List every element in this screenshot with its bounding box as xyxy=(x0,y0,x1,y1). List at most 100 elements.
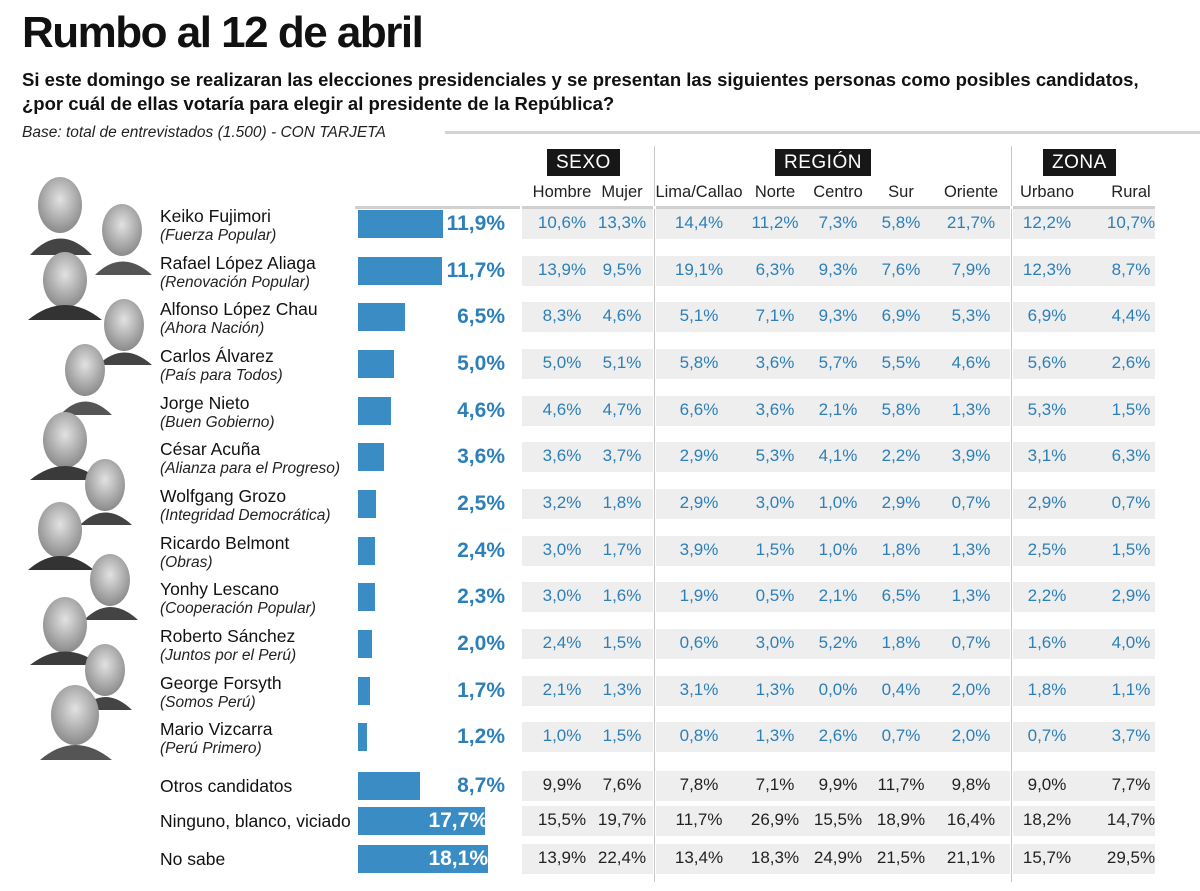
breakdown-cell: 3,9% xyxy=(679,540,719,559)
candidate-party: (Cooperación Popular) xyxy=(160,600,316,617)
breakdown-cell: 5,1% xyxy=(602,353,642,372)
candidate-party: (Alianza para el Progreso) xyxy=(160,460,341,477)
breakdown-cell: 12,3% xyxy=(1022,260,1072,279)
row-band xyxy=(656,396,1010,426)
breakdown-cell: 5,8% xyxy=(881,400,921,419)
bar xyxy=(358,723,367,751)
bar xyxy=(358,772,420,800)
breakdown-cell: 2,6% xyxy=(818,726,858,745)
bar xyxy=(358,257,442,285)
breakdown-cell: 1,3% xyxy=(951,540,991,559)
bar xyxy=(358,303,405,331)
row-band xyxy=(656,844,1010,874)
breakdown-cell: 1,5% xyxy=(602,633,642,652)
breakdown-cell: 0,7% xyxy=(881,726,921,745)
breakdown-cell: 7,8% xyxy=(679,775,719,794)
row-band xyxy=(1013,489,1155,519)
candidate-name: Keiko Fujimori xyxy=(160,206,271,226)
breakdown-cell: 4,4% xyxy=(1111,306,1151,325)
bar xyxy=(358,807,485,835)
group-label-sexo: SEXO xyxy=(547,149,620,176)
breakdown-cell: 3,6% xyxy=(755,400,795,419)
breakdown-cell: 9,3% xyxy=(818,260,858,279)
breakdown-cell: 3,0% xyxy=(755,493,795,512)
value-label: 3,6% xyxy=(457,445,505,468)
breakdown-cell: 12,2% xyxy=(1022,213,1072,232)
breakdown-cell: 1,5% xyxy=(1111,540,1151,559)
bar xyxy=(358,677,370,705)
breakdown-cell: 4,6% xyxy=(602,306,642,325)
band-gap xyxy=(520,206,522,209)
band-gap xyxy=(653,206,656,209)
breakdown-cell: 16,4% xyxy=(946,810,996,829)
row-band xyxy=(1013,256,1155,286)
breakdown-cell: 2,2% xyxy=(881,446,921,465)
breakdown-cell: 3,0% xyxy=(542,586,582,605)
candidate-photo xyxy=(95,204,152,275)
breakdown-cell: 5,8% xyxy=(881,213,921,232)
breakdown-cell: 9,8% xyxy=(951,775,991,794)
row-band xyxy=(656,442,1010,472)
header-rule xyxy=(445,131,1200,134)
candidate-name: Rafael López Aliaga xyxy=(160,253,316,273)
breakdown-cell: 2,9% xyxy=(1111,586,1151,605)
value-label: 5,0% xyxy=(457,352,505,375)
breakdown-cell: 0,7% xyxy=(951,633,991,652)
breakdown-cell: 21,7% xyxy=(946,213,996,232)
group-label-region: REGIÓN xyxy=(775,149,871,176)
candidate-name: Ricardo Belmont xyxy=(160,533,290,553)
breakdown-cell: 1,8% xyxy=(602,493,642,512)
breakdown-cell: 5,3% xyxy=(1027,400,1067,419)
bar xyxy=(358,845,488,873)
breakdown-cell: 1,5% xyxy=(755,540,795,559)
bar xyxy=(358,210,443,238)
breakdown-cell: 15,7% xyxy=(1022,848,1072,867)
breakdown-cell: 7,1% xyxy=(755,775,795,794)
breakdown-cell: 7,1% xyxy=(755,306,795,325)
breakdown-cell: 1,9% xyxy=(679,586,719,605)
breakdown-cell: 26,9% xyxy=(750,810,800,829)
value-label: 6,5% xyxy=(457,305,505,328)
row-band xyxy=(522,396,653,426)
breakdown-cell: 18,3% xyxy=(750,848,800,867)
breakdown-cell: 1,8% xyxy=(1027,680,1067,699)
row-band xyxy=(1013,209,1155,239)
breakdown-cell: 6,9% xyxy=(1027,306,1067,325)
breakdown-cell: 4,6% xyxy=(542,400,582,419)
breakdown-cell: 21,5% xyxy=(876,848,926,867)
breakdown-cell: 0,7% xyxy=(951,493,991,512)
row-band xyxy=(522,722,653,752)
candidate-photo xyxy=(60,344,112,415)
breakdown-cell: 3,7% xyxy=(1111,726,1151,745)
candidate-party: (Renovación Popular) xyxy=(160,274,310,291)
chart-title: Rumbo al 12 de abril xyxy=(22,8,424,57)
row-band xyxy=(1013,582,1155,612)
breakdown-cell: 5,7% xyxy=(818,353,858,372)
breakdown-cell: 21,1% xyxy=(946,848,996,867)
row-band xyxy=(522,844,653,874)
breakdown-cell: 4,0% xyxy=(1111,633,1151,652)
value-label: 18,1% xyxy=(428,847,488,870)
response-label: No sabe xyxy=(160,849,226,869)
col-head-lima-callao: Lima/Callao xyxy=(655,183,743,201)
breakdown-cell: 24,9% xyxy=(813,848,863,867)
row-band xyxy=(656,536,1010,566)
breakdown-cell: 3,0% xyxy=(755,633,795,652)
col-head-hombre: Hombre xyxy=(532,183,592,201)
col-head-sur: Sur xyxy=(888,183,914,201)
candidate-name: George Forsyth xyxy=(160,673,282,693)
survey-question: Si este domingo se realizaran las elecci… xyxy=(22,69,1139,114)
breakdown-cell: 0,6% xyxy=(679,633,719,652)
breakdown-cell: 5,0% xyxy=(542,353,582,372)
candidate-party: (Buen Gobierno) xyxy=(160,414,275,431)
breakdown-cell: 9,0% xyxy=(1027,775,1067,794)
breakdown-cell: 6,9% xyxy=(881,306,921,325)
breakdown-cell: 1,3% xyxy=(755,680,795,699)
row-band xyxy=(522,349,653,379)
candidate-name: Mario Vizcarra xyxy=(160,719,273,739)
breakdown-cell: 5,3% xyxy=(755,446,795,465)
row-band xyxy=(522,771,653,801)
breakdown-cell: 0,5% xyxy=(755,586,795,605)
breakdown-cell: 1,6% xyxy=(1027,633,1067,652)
row-band xyxy=(656,676,1010,706)
